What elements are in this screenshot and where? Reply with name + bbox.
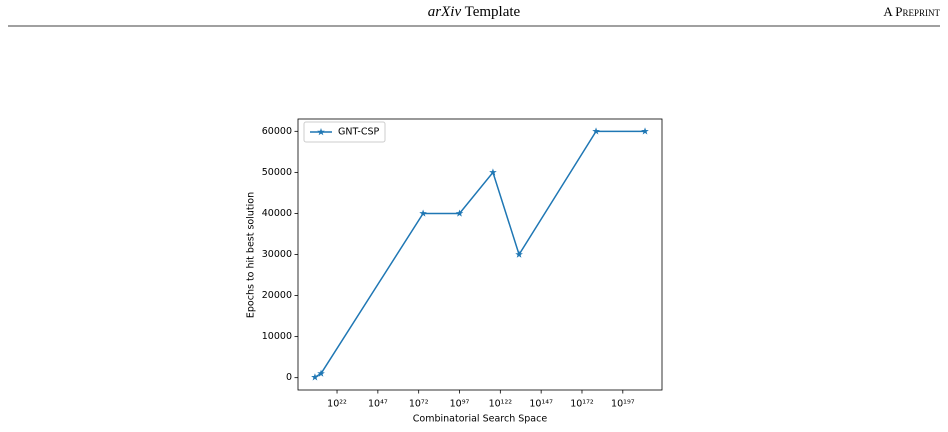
marker (515, 250, 523, 258)
marker (311, 373, 319, 381)
legend-label: GNT-CSP (338, 127, 379, 138)
plot-frame (297, 118, 663, 391)
series-line (314, 130, 646, 378)
x-axis-label: Combinatorial Search Space (413, 414, 548, 425)
marker (592, 127, 600, 135)
venue: arXiv (428, 4, 462, 20)
y-tick-label: 60000 (262, 126, 292, 137)
y-tick-label: 30000 (262, 249, 292, 260)
x-tick-label: 10⁷² (409, 399, 429, 410)
x-tick-label: 10⁹⁷ (450, 399, 470, 410)
x-tick-label: 10⁴⁷ (368, 399, 388, 410)
marker (419, 209, 427, 217)
legend-marker (317, 128, 325, 136)
y-axis-label: Epochs to hit best solution (246, 192, 257, 318)
y-tick-label: 10000 (262, 331, 292, 342)
legend-box (303, 121, 386, 143)
marker (489, 168, 497, 176)
marker (455, 209, 464, 217)
marker (641, 127, 649, 135)
y-tick-label: 0 (286, 372, 292, 383)
chart: Combinatorial Search Space Epochs to hit… (246, 118, 663, 425)
y-tick-label: 50000 (262, 167, 292, 178)
marker (317, 369, 325, 377)
y-tick-label: 40000 (262, 208, 292, 219)
running-header: arXiv Template (428, 4, 521, 20)
preprint-label: A Preprint (883, 4, 940, 19)
y-tick-label: 20000 (262, 290, 292, 301)
x-tick-label: 10¹²² (489, 399, 513, 410)
x-tick-label: 10¹⁷² (570, 399, 594, 410)
x-tick-label: 10²² (327, 399, 347, 410)
x-tick-label: 10¹⁹⁷ (611, 399, 635, 410)
x-tick-label: 10¹⁴⁷ (529, 399, 553, 410)
header-title: Template (465, 4, 521, 20)
